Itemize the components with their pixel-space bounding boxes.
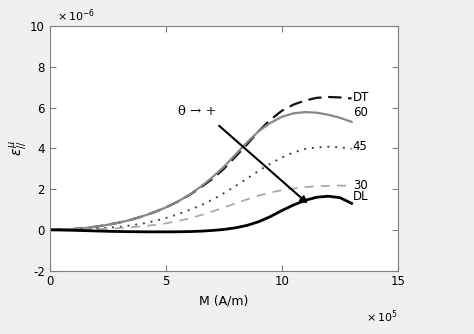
Text: $\times\,10^{5}$: $\times\,10^{5}$	[366, 309, 398, 325]
Text: 30: 30	[353, 179, 367, 192]
Text: DT: DT	[353, 91, 369, 104]
Text: DL: DL	[353, 190, 368, 203]
X-axis label: M (A/m): M (A/m)	[199, 294, 249, 307]
Text: θ → +: θ → +	[178, 105, 216, 118]
Text: 60: 60	[353, 106, 368, 119]
Text: 45: 45	[353, 140, 368, 153]
Text: $\times\,10^{-6}$: $\times\,10^{-6}$	[57, 7, 95, 24]
Y-axis label: $\varepsilon^{\mu}_{//}$: $\varepsilon^{\mu}_{//}$	[7, 140, 29, 156]
